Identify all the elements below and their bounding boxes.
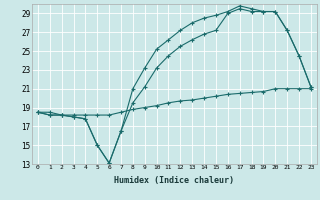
X-axis label: Humidex (Indice chaleur): Humidex (Indice chaleur): [115, 176, 234, 185]
